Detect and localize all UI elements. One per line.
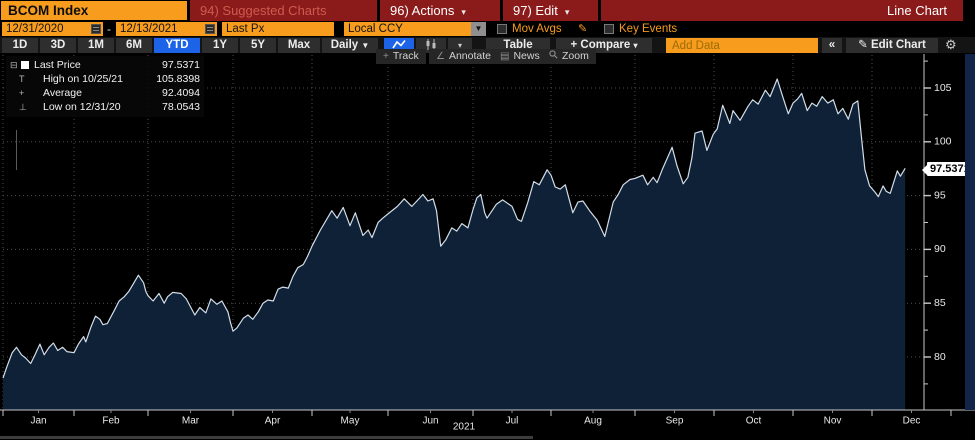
actions-label: 96) Actions <box>390 3 455 18</box>
range-tab-6m[interactable]: 6M <box>116 38 152 53</box>
window-title: Line Chart <box>601 0 963 21</box>
legend-tree-line <box>16 130 17 170</box>
track-icon: + <box>383 51 389 62</box>
annotate-label: Annotate <box>448 50 492 62</box>
series-color-swatch[interactable] <box>20 61 29 69</box>
legend-value: 105.8398 <box>156 73 200 85</box>
compare-label: + Compare <box>570 39 631 51</box>
edit-label: 97) Edit <box>513 3 558 18</box>
high-marker-icon: T <box>19 74 25 84</box>
x-axis-label-jan: Jan <box>30 416 46 427</box>
x-axis-label-jun: Jun <box>422 416 438 427</box>
track-label: Track <box>392 50 419 62</box>
news-label: News <box>513 50 540 62</box>
security-ticker[interactable]: BCOM Index <box>1 1 187 20</box>
legend-row-0: ⊟ Last Price 97.5371 <box>10 58 200 72</box>
range-tab-1m[interactable]: 1M <box>78 38 114 53</box>
x-axis-label-mar: Mar <box>182 416 200 427</box>
y-axis-label-85: 85 <box>934 297 946 309</box>
chevron-down-icon: ▼ <box>361 41 370 50</box>
legend-row-3: ⊥ Low on 12/31/20 78.0543 <box>10 100 200 114</box>
collapse-panel-button[interactable]: « <box>822 38 842 53</box>
periodicity-value: Daily <box>330 39 359 51</box>
x-axis-label-may: May <box>341 416 360 427</box>
x-axis-label-oct: Oct <box>746 416 762 427</box>
suggested-charts-button[interactable]: 94) Suggested Charts <box>190 0 377 21</box>
vertical-scrollbar[interactable] <box>965 54 975 410</box>
edit-menu-button[interactable]: 97) Edit ▾ <box>503 0 598 21</box>
zoom-button[interactable]: Zoom <box>542 49 596 64</box>
legend-value: 78.0543 <box>162 101 200 113</box>
y-axis-label-95: 95 <box>934 189 946 201</box>
pencil-icon: ✎ <box>858 39 868 51</box>
legend-row-1: T High on 10/25/21 105.8398 <box>10 72 200 86</box>
legend-label: Average <box>43 87 82 99</box>
chevron-down-icon: ▾ <box>457 41 462 50</box>
low-marker-icon: ⊥ <box>19 101 27 112</box>
range-tab-1d[interactable]: 1D <box>2 38 38 53</box>
news-icon: ▤ <box>500 51 510 62</box>
gear-icon[interactable]: ⚙ <box>945 37 957 52</box>
annotate-icon: ∠ <box>436 51 445 62</box>
date-from-value: 12/31/2020 <box>6 23 64 35</box>
x-axis-label-jul: Jul <box>506 416 519 427</box>
news-button[interactable]: ▤ News <box>493 49 547 64</box>
magnifier-icon <box>549 50 558 62</box>
y-axis-label-105: 105 <box>934 82 952 94</box>
key-events-label[interactable]: Key Events <box>619 23 678 35</box>
x-axis-label-sep: Sep <box>666 416 684 427</box>
currency-value: Local CCY <box>348 23 403 35</box>
calendar-icon[interactable] <box>205 24 215 34</box>
last-price-callout: 97.5371 <box>922 162 974 176</box>
collapse-legend-icon[interactable]: ⊟ <box>10 59 18 70</box>
key-events-checkbox[interactable] <box>604 24 614 34</box>
legend-value: 97.5371 <box>162 59 200 71</box>
x-axis-label-feb: Feb <box>102 416 120 427</box>
range-tab-ytd[interactable]: YTD <box>154 38 200 53</box>
x-axis-label-aug: Aug <box>584 416 602 427</box>
edit-chart-label: Edit Chart <box>870 39 926 51</box>
date-from-field[interactable]: 12/31/2020 <box>2 22 103 36</box>
range-tab-5y[interactable]: 5Y <box>240 38 276 53</box>
legend-label: High on 10/25/21 <box>43 73 123 85</box>
x-axis-label-dec: Dec <box>903 416 921 427</box>
periodicity-dropdown[interactable]: Daily ▼ <box>322 38 378 53</box>
actions-menu-button[interactable]: 96) Actions ▾ <box>380 0 500 21</box>
currency-selector[interactable]: Local CCY ▼ <box>344 22 486 36</box>
legend-value: 92.4094 <box>162 87 200 99</box>
pencil-icon[interactable]: ✎ <box>578 23 588 35</box>
range-tab-1y[interactable]: 1Y <box>202 38 238 53</box>
y-axis-label-100: 100 <box>934 136 952 148</box>
y-axis-label-80: 80 <box>934 351 946 363</box>
chevron-down-icon: ▾ <box>633 41 638 50</box>
x-axis-label-apr: Apr <box>265 416 281 427</box>
price-field-selector[interactable]: Last Px <box>222 22 334 36</box>
y-axis-label-90: 90 <box>934 243 946 255</box>
mov-avgs-checkbox[interactable] <box>497 24 507 34</box>
date-range-separator: - <box>107 22 111 36</box>
calendar-icon[interactable] <box>91 24 101 34</box>
legend-row-2: + Average 92.4094 <box>10 86 200 100</box>
date-to-field[interactable]: 12/13/2021 <box>116 22 217 36</box>
chevron-down-icon: ▾ <box>461 7 466 17</box>
x-axis-year-label: 2021 <box>453 422 476 433</box>
date-to-value: 12/13/2021 <box>120 23 178 35</box>
chevron-down-icon: ▾ <box>564 7 570 17</box>
legend-label: Low on 12/31/20 <box>43 101 121 113</box>
range-tab-3d[interactable]: 3D <box>40 38 76 53</box>
edit-chart-button[interactable]: ✎ Edit Chart <box>846 38 938 53</box>
zoom-label: Zoom <box>562 50 589 62</box>
x-axis-label-nov: Nov <box>824 416 842 427</box>
add-data-input[interactable] <box>666 38 818 53</box>
annotate-button[interactable]: ∠ Annotate <box>429 49 499 64</box>
chevron-down-icon[interactable]: ▼ <box>471 22 486 36</box>
chart-legend: ⊟ Last Price 97.5371 T High on 10/25/21 105.8… <box>6 56 204 170</box>
horizontal-scrollbar[interactable] <box>0 436 533 439</box>
track-button[interactable]: + Track <box>376 49 426 64</box>
legend-label: Last Price <box>34 59 81 71</box>
mov-avgs-label[interactable]: Mov Avgs <box>512 23 562 35</box>
average-marker-icon: + <box>19 88 25 98</box>
range-tab-max[interactable]: Max <box>278 38 320 53</box>
